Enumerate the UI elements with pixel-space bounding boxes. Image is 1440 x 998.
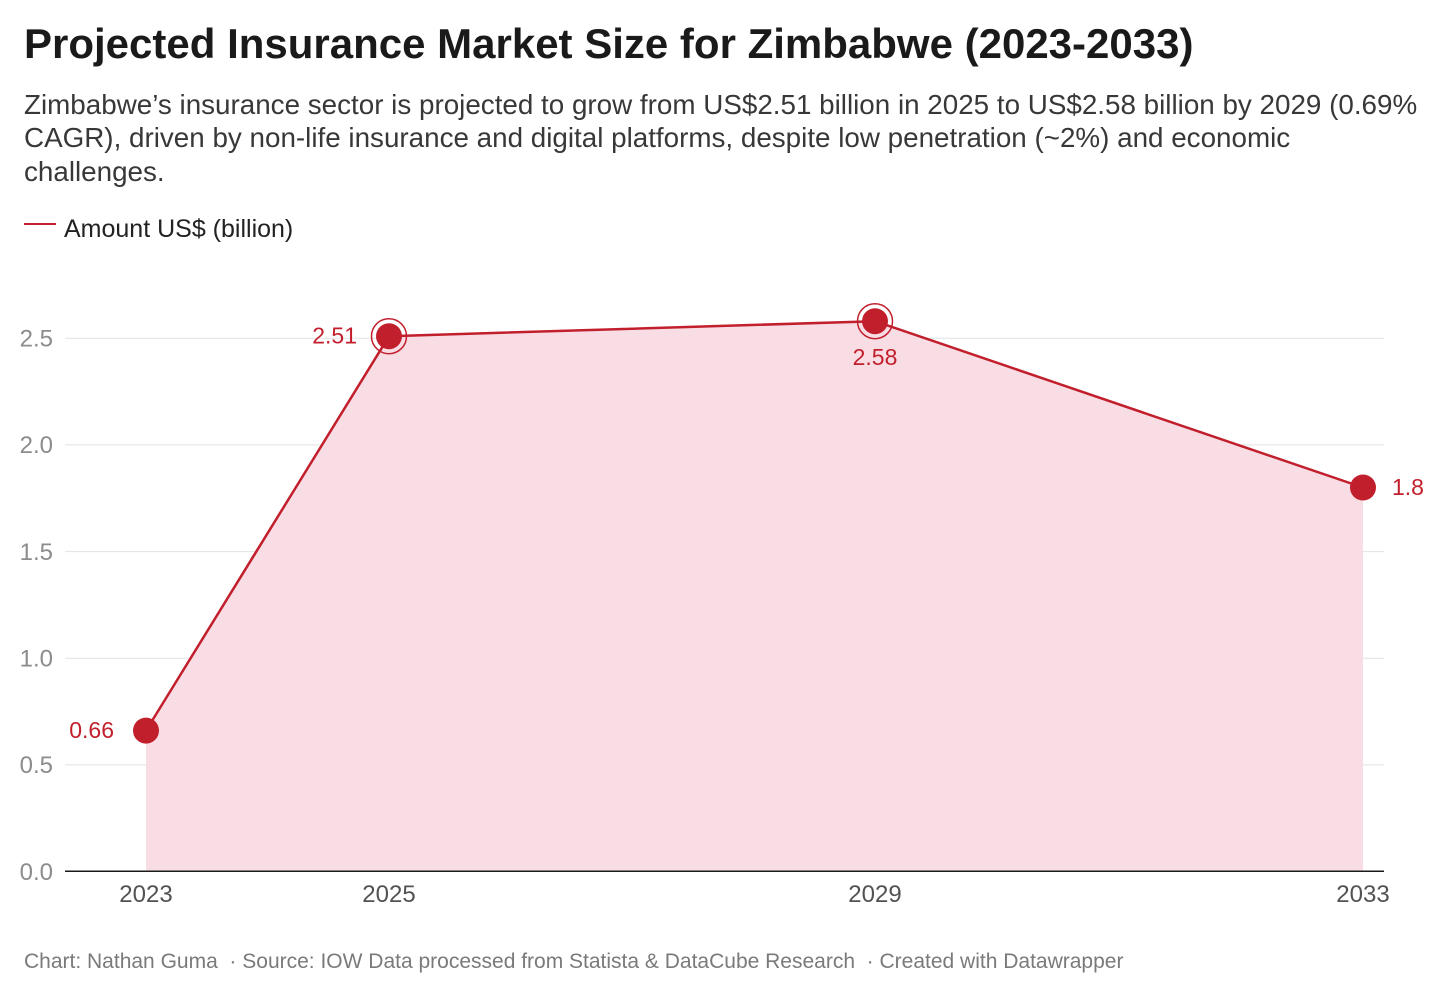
svg-text:2.0: 2.0: [20, 432, 53, 459]
svg-text:2025: 2025: [362, 881, 415, 908]
svg-text:1.5: 1.5: [20, 539, 53, 566]
svg-text:0.66: 0.66: [69, 717, 114, 743]
svg-text:2033: 2033: [1336, 881, 1389, 908]
svg-text:2.58: 2.58: [853, 344, 898, 370]
svg-text:2029: 2029: [848, 881, 901, 908]
svg-text:1.8: 1.8: [1392, 474, 1424, 500]
svg-text:0.5: 0.5: [20, 752, 53, 779]
svg-text:0.0: 0.0: [20, 859, 53, 886]
svg-text:2023: 2023: [119, 881, 172, 908]
svg-text:2.5: 2.5: [20, 326, 53, 353]
svg-text:2.51: 2.51: [312, 323, 357, 349]
svg-text:1.0: 1.0: [20, 645, 53, 672]
